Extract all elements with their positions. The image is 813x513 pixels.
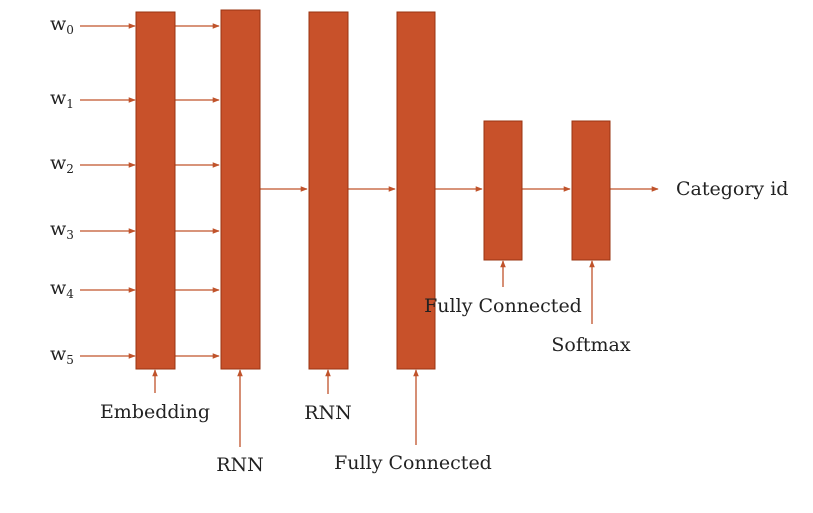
fully-connected-caption-1: Fully Connected bbox=[334, 452, 492, 474]
input-label-w5: w5 bbox=[50, 343, 74, 367]
input-labels: w0 w1 w2 w3 w4 w5 bbox=[50, 13, 74, 367]
fully-connected-layer-1 bbox=[396, 11, 436, 370]
input-label-w1: w1 bbox=[50, 87, 74, 111]
softmax-caption: Softmax bbox=[551, 334, 630, 356]
rnn-layer-1 bbox=[220, 9, 261, 370]
output-label: Category id bbox=[676, 178, 788, 200]
input-label-w3: w3 bbox=[50, 218, 74, 242]
embedding-caption: Embedding bbox=[100, 401, 210, 423]
layer-captions: Embedding RNN RNN Fully Connected Fully … bbox=[100, 178, 789, 476]
connection-arrows bbox=[80, 23, 659, 447]
embedding-layer bbox=[135, 11, 176, 370]
layer-blocks bbox=[135, 9, 611, 370]
input-label-w4: w4 bbox=[50, 277, 74, 301]
rnn-layer-2 bbox=[308, 11, 349, 370]
fully-connected-layer-2 bbox=[483, 120, 523, 261]
softmax-layer bbox=[571, 120, 611, 261]
fully-connected-caption-2: Fully Connected bbox=[424, 295, 582, 317]
input-label-w0: w0 bbox=[50, 13, 74, 37]
rnn-caption-1: RNN bbox=[216, 454, 264, 476]
input-label-w2: w2 bbox=[50, 152, 74, 176]
rnn-caption-2: RNN bbox=[304, 402, 352, 424]
